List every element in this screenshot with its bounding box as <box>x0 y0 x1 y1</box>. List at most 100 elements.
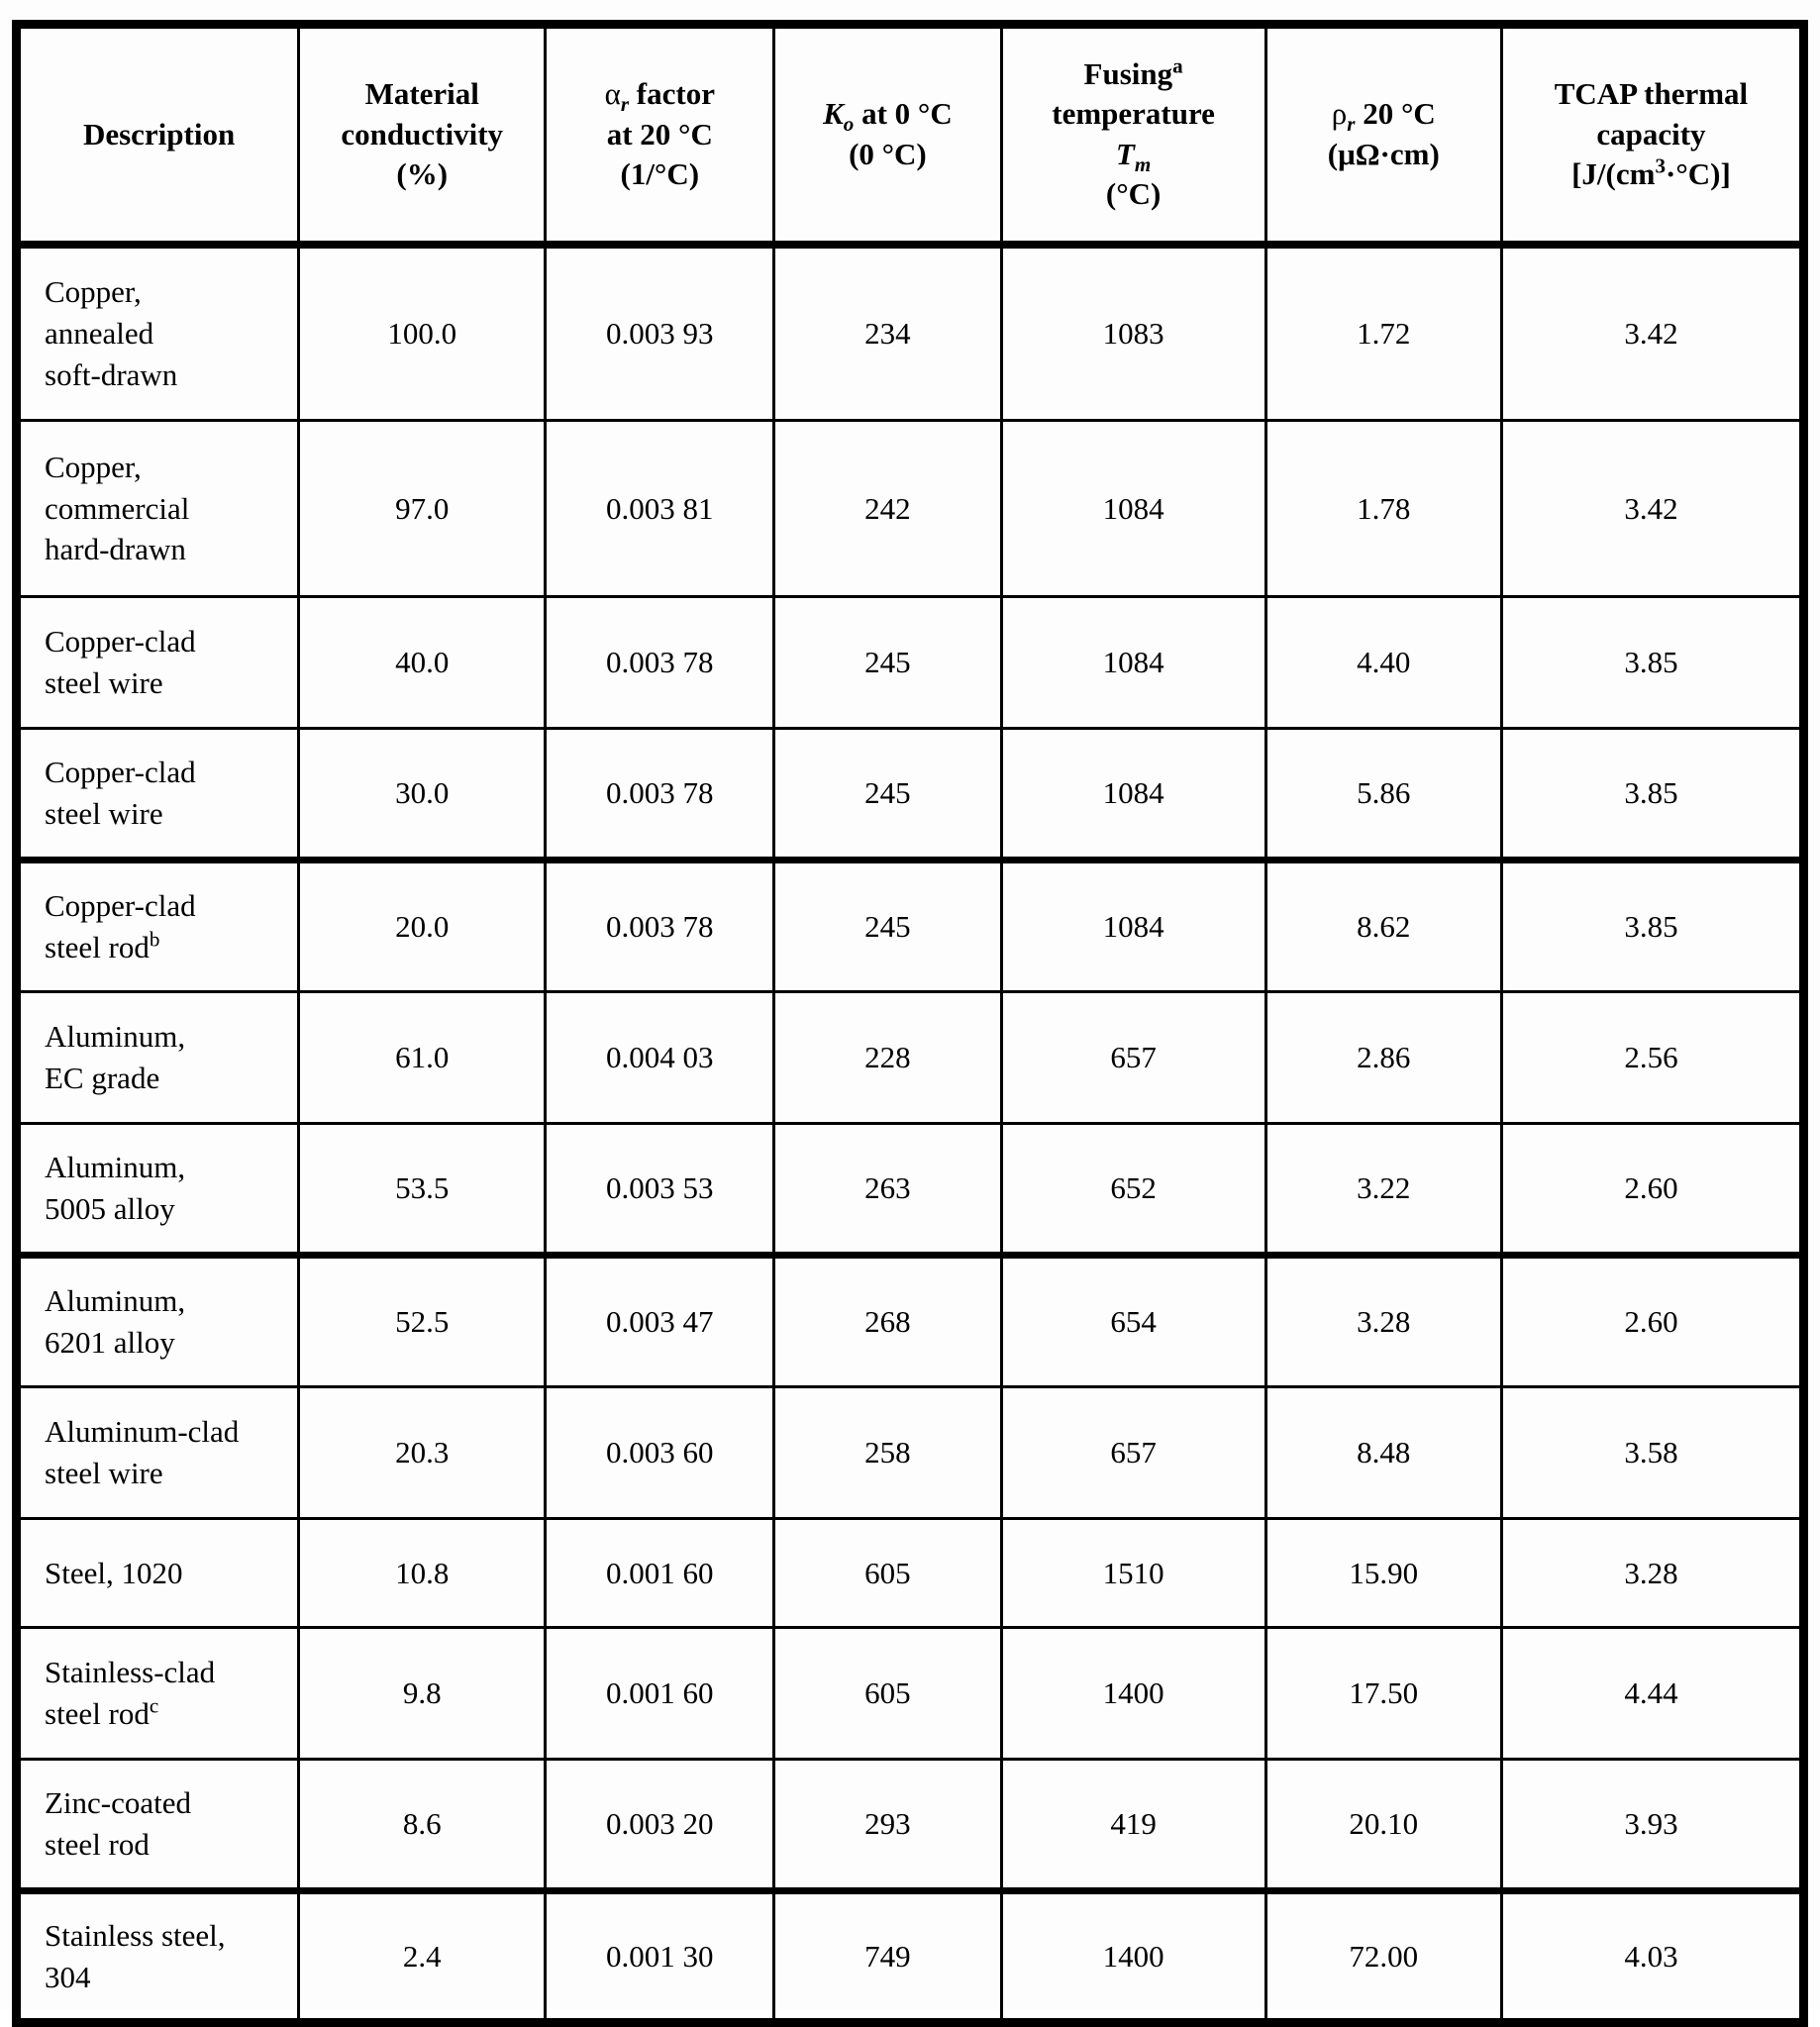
resistivity-value: 4.40 <box>1264 595 1503 730</box>
table-row: Copper, annealed soft-drawn 100.0 0.003 … <box>14 243 1806 422</box>
tcap-value: 3.93 <box>1499 1758 1806 1892</box>
resistivity-value: 17.50 <box>1264 1626 1503 1761</box>
conductivity-value: 9.8 <box>297 1626 548 1761</box>
k0-value: 245 <box>772 595 1003 730</box>
conductivity-value: 2.4 <box>297 1887 548 2024</box>
header-label: temperature <box>1052 96 1215 132</box>
header-label: [J/(cm <box>1571 155 1656 191</box>
header-label: Fusinga <box>1007 54 1261 94</box>
col-header-resistivity: ρr 20 °C (μΩ·cm) <box>1264 23 1503 249</box>
fusing-temperature-value: 1400 <box>999 1626 1267 1761</box>
table-row: Copper-clad steel wire 30.0 0.003 78 245… <box>14 727 1806 861</box>
tcap-value: 3.58 <box>1499 1385 1806 1520</box>
k0-value: 245 <box>772 727 1003 861</box>
footnote-marker-b: b <box>149 927 160 952</box>
resistivity-value: 8.48 <box>1264 1385 1503 1520</box>
material-description: Stainless-clad steel rodc <box>14 1626 301 1761</box>
conductivity-value: 61.0 <box>297 990 548 1125</box>
fusing-temperature-value: 657 <box>999 1385 1267 1520</box>
table-row: Stainless steel, 304 2.4 0.001 30 749 14… <box>14 1887 1806 2024</box>
conductivity-value: 8.6 <box>297 1758 548 1892</box>
k0-value: 242 <box>772 419 1003 598</box>
col-header-fusing-temperature: Fusinga temperature Tm (°C) <box>999 23 1267 249</box>
header-label: [J/(cm3·°C)] <box>1507 154 1795 194</box>
alpha-factor-value: 0.003 60 <box>544 1385 776 1520</box>
resistivity-value: 3.28 <box>1264 1252 1503 1388</box>
t-subscript: m <box>1134 152 1152 176</box>
description-text: Copper-clad steel wire <box>45 624 196 700</box>
fusing-temperature-value: 1084 <box>999 419 1267 598</box>
fusing-temperature-value: 654 <box>999 1252 1267 1388</box>
conductivity-value: 20.3 <box>297 1385 548 1520</box>
header-label: at 0 °C <box>854 96 953 132</box>
resistivity-value: 20.10 <box>1264 1758 1503 1892</box>
material-description: Aluminum, 5005 alloy <box>14 1122 301 1257</box>
description-text: Aluminum-clad steel wire <box>45 1414 240 1490</box>
description-text: Copper-clad steel wire <box>45 755 196 831</box>
resistivity-value: 8.62 <box>1264 857 1503 993</box>
table-row: Stainless-clad steel rodc 9.8 0.001 60 6… <box>14 1626 1806 1761</box>
material-description: Copper, commercial hard-drawn <box>14 419 301 598</box>
material-description: Zinc-coated steel rod <box>14 1758 301 1892</box>
table-row: Steel, 1020 10.8 0.001 60 605 1510 15.90… <box>14 1517 1806 1629</box>
header-label: (°C) <box>1105 176 1162 212</box>
k0-value: 293 <box>772 1758 1003 1892</box>
conductivity-value: 40.0 <box>297 595 548 730</box>
material-description: Copper-clad steel wire <box>14 727 301 861</box>
tcap-value: 3.85 <box>1499 727 1806 861</box>
fusing-temperature-value: 652 <box>999 1122 1267 1257</box>
header-label: (0 °C) <box>849 136 927 171</box>
description-text: Aluminum, 5005 alloy <box>45 1150 186 1226</box>
material-description: Steel, 1020 <box>14 1517 301 1629</box>
tcap-value: 3.42 <box>1499 243 1806 422</box>
header-label: TCAP thermal <box>1554 76 1749 112</box>
alpha-factor-value: 0.003 20 <box>544 1758 776 1892</box>
conductivity-value: 52.5 <box>297 1252 548 1388</box>
alpha-factor-value: 0.003 78 <box>544 727 776 861</box>
material-description: Stainless steel, 304 <box>14 1887 301 2024</box>
fusing-temperature-value: 1084 <box>999 727 1267 861</box>
resistivity-value: 2.86 <box>1264 990 1503 1125</box>
header-label: Ko at 0 °C <box>779 94 995 135</box>
alpha-factor-value: 0.001 60 <box>544 1626 776 1761</box>
k0-value: 605 <box>772 1517 1003 1629</box>
header-label: (1/°C) <box>620 155 700 191</box>
material-constants-table: Description Material conductivity (%) αr… <box>12 20 1808 2027</box>
resistivity-value: 3.22 <box>1264 1122 1503 1257</box>
col-header-tcap: TCAP thermal capacity [J/(cm3·°C)] <box>1499 23 1806 249</box>
footnote-marker-a: a <box>1172 53 1183 78</box>
table-row: Copper-clad steel rodb 20.0 0.003 78 245… <box>14 857 1806 993</box>
header-label: Tm <box>1007 135 1261 176</box>
description-text: Copper, commercial hard-drawn <box>45 449 190 567</box>
col-header-k0: Ko at 0 °C (0 °C) <box>772 23 1003 249</box>
fusing-temperature-value: 1083 <box>999 243 1267 422</box>
material-description: Copper-clad steel rodb <box>14 857 301 993</box>
material-description: Copper-clad steel wire <box>14 595 301 730</box>
alpha-factor-value: 0.001 60 <box>544 1517 776 1629</box>
alpha-factor-value: 0.003 81 <box>544 419 776 598</box>
fusing-temperature-value: 657 <box>999 990 1267 1125</box>
fusing-temperature-value: 1084 <box>999 857 1267 993</box>
header-label: Fusing <box>1083 56 1173 92</box>
tcap-value: 2.60 <box>1499 1122 1806 1257</box>
table-row: Aluminum, 5005 alloy 53.5 0.003 53 263 6… <box>14 1122 1806 1257</box>
resistivity-value: 72.00 <box>1264 1887 1503 2024</box>
header-label: factor <box>629 76 715 112</box>
alpha-symbol: α <box>604 76 621 112</box>
conductivity-value: 20.0 <box>297 857 548 993</box>
col-header-description: Description <box>14 23 301 249</box>
table-row: Copper-clad steel wire 40.0 0.003 78 245… <box>14 595 1806 730</box>
alpha-factor-value: 0.003 47 <box>544 1252 776 1388</box>
conductivity-value: 10.8 <box>297 1517 548 1629</box>
material-description: Aluminum, EC grade <box>14 990 301 1125</box>
rho-symbol: ρ <box>1331 96 1348 132</box>
header-label: ρr 20 °C <box>1271 94 1496 137</box>
conductivity-value: 30.0 <box>297 727 548 861</box>
table-row: Copper, commercial hard-drawn 97.0 0.003… <box>14 419 1806 598</box>
header-label: αr factor <box>551 74 768 115</box>
alpha-factor-value: 0.003 93 <box>544 243 776 422</box>
k0-value: 263 <box>772 1122 1003 1257</box>
tcap-value: 2.56 <box>1499 990 1806 1125</box>
alpha-factor-value: 0.004 03 <box>544 990 776 1125</box>
rho-subscript: r <box>1347 112 1356 137</box>
